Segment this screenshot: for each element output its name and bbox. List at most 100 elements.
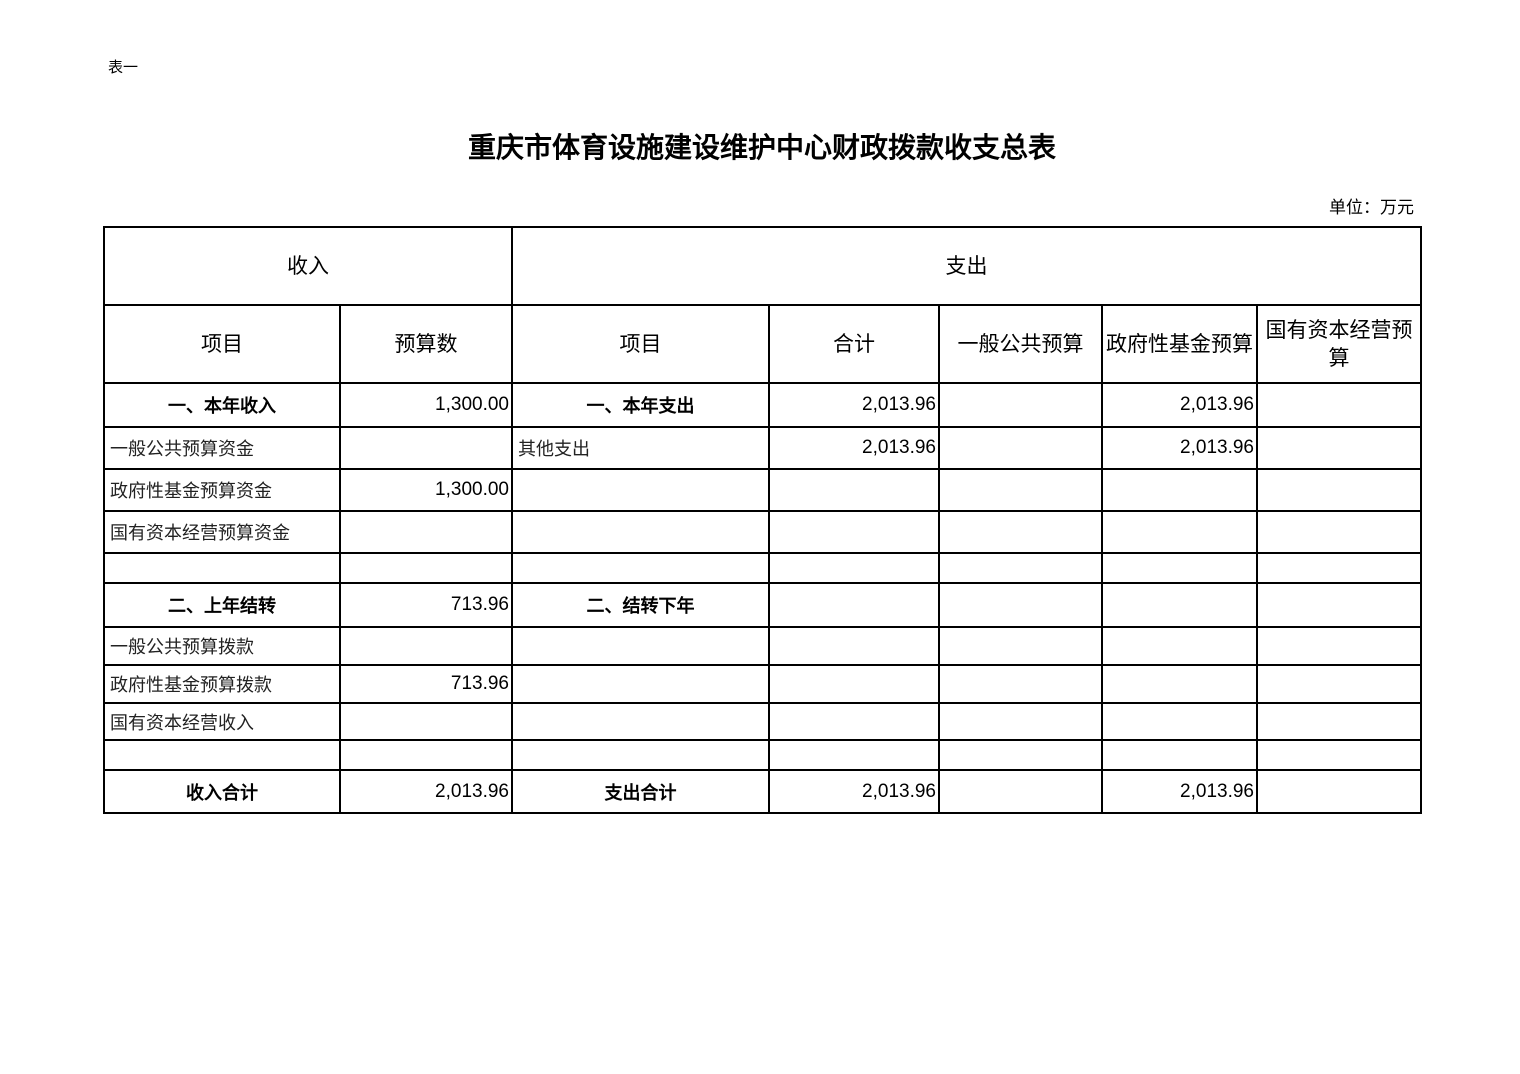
value-cell: 2,013.96 <box>1101 769 1258 814</box>
expense-header: 支出 <box>510 226 1423 306</box>
col-income-budget: 预算数 <box>339 304 513 384</box>
value-cell <box>938 582 1103 628</box>
column-header-row: 项目 预算数 项目 合计 一般公共预算 政府性基金预算 国有资本经营预算 <box>103 304 1423 384</box>
row-label-cell <box>511 468 770 512</box>
table-row: 政府性基金预算拨款 713.96 <box>103 664 1423 704</box>
value-cell <box>1255 552 1423 584</box>
row-label-cell: 一、本年收入 <box>103 382 341 428</box>
row-label-cell <box>511 702 770 741</box>
value-cell: 713.96 <box>339 664 513 704</box>
col-expense-item: 项目 <box>511 304 770 384</box>
value-cell: 2,013.96 <box>768 769 940 814</box>
value-cell <box>938 426 1103 470</box>
value-cell <box>1255 769 1423 814</box>
value-cell <box>339 739 513 771</box>
budget-table: 收入 支出 项目 预算数 项目 合计 一般公共预算 政府性基金预算 国有资本经营… <box>103 226 1423 814</box>
value-cell <box>1101 510 1258 554</box>
row-label-cell: 一般公共预算拨款 <box>103 626 341 666</box>
table-row: 政府性基金预算资金 1,300.00 <box>103 468 1423 512</box>
value-cell: 2,013.96 <box>768 426 940 470</box>
value-cell <box>768 552 940 584</box>
value-cell <box>1101 552 1258 584</box>
value-cell <box>1255 702 1423 741</box>
table-row: 一般公共预算资金 其他支出 2,013.96 2,013.96 <box>103 426 1423 470</box>
row-label-cell: 国有资本经营收入 <box>103 702 341 741</box>
value-cell <box>768 510 940 554</box>
value-cell <box>938 382 1103 428</box>
unit-label: 单位：万元 <box>1329 198 1414 218</box>
value-cell <box>938 664 1103 704</box>
row-label-cell <box>103 739 341 771</box>
value-cell: 1,300.00 <box>339 382 513 428</box>
value-cell <box>768 664 940 704</box>
value-cell <box>1101 626 1258 666</box>
col-general-budget: 一般公共预算 <box>938 304 1103 384</box>
value-cell <box>938 468 1103 512</box>
value-cell: 2,013.96 <box>1101 382 1258 428</box>
value-cell <box>938 510 1103 554</box>
value-cell <box>1255 382 1423 428</box>
value-cell <box>768 582 940 628</box>
value-cell <box>339 510 513 554</box>
row-label-cell: 一、本年支出 <box>511 382 770 428</box>
value-cell <box>1101 664 1258 704</box>
row-label-cell <box>103 552 341 584</box>
value-cell <box>339 426 513 470</box>
value-cell <box>768 626 940 666</box>
value-cell: 1,300.00 <box>339 468 513 512</box>
value-cell <box>768 702 940 741</box>
row-label-cell: 二、结转下年 <box>511 582 770 628</box>
value-cell: 2,013.96 <box>339 769 513 814</box>
value-cell <box>938 702 1103 741</box>
value-cell <box>938 626 1103 666</box>
col-income-item: 项目 <box>103 304 341 384</box>
value-cell <box>1255 468 1423 512</box>
value-cell <box>339 552 513 584</box>
row-label-cell: 一般公共预算资金 <box>103 426 341 470</box>
value-cell <box>1255 664 1423 704</box>
row-label-cell: 支出合计 <box>511 769 770 814</box>
col-gov-fund-budget: 政府性基金预算 <box>1101 304 1258 384</box>
value-cell: 2,013.96 <box>768 382 940 428</box>
value-cell: 713.96 <box>339 582 513 628</box>
row-label-cell <box>511 552 770 584</box>
value-cell <box>938 739 1103 771</box>
value-cell <box>1255 626 1423 666</box>
table-tag: 表一 <box>108 58 139 76</box>
col-state-capital-budget: 国有资本经营预算 <box>1255 304 1423 384</box>
value-cell <box>1255 510 1423 554</box>
table-row: 二、上年结转 713.96 二、结转下年 <box>103 582 1423 628</box>
table-row: 一、本年收入 1,300.00 一、本年支出 2,013.96 2,013.96 <box>103 382 1423 428</box>
table-row: 一般公共预算拨款 <box>103 626 1423 666</box>
value-cell <box>1101 739 1258 771</box>
income-header: 收入 <box>103 226 513 306</box>
group-header-row: 收入 支出 <box>103 226 1423 306</box>
value-cell <box>1101 702 1258 741</box>
value-cell <box>1255 739 1423 771</box>
value-cell <box>1255 426 1423 470</box>
row-label-cell: 其他支出 <box>511 426 770 470</box>
value-cell <box>768 739 940 771</box>
table-row: 收入合计 2,013.96 支出合计 2,013.96 2,013.96 <box>103 769 1423 814</box>
page-title: 重庆市体育设施建设维护中心财政拨款收支总表 <box>467 131 1056 164</box>
row-label-cell <box>511 626 770 666</box>
value-cell <box>1101 468 1258 512</box>
table-row: 国有资本经营预算资金 <box>103 510 1423 554</box>
value-cell <box>938 552 1103 584</box>
row-label-cell: 政府性基金预算资金 <box>103 468 341 512</box>
value-cell <box>938 769 1103 814</box>
value-cell: 2,013.96 <box>1101 426 1258 470</box>
col-total: 合计 <box>768 304 940 384</box>
value-cell <box>1101 582 1258 628</box>
row-label-cell: 收入合计 <box>103 769 341 814</box>
row-label-cell: 政府性基金预算拨款 <box>103 664 341 704</box>
row-label-cell <box>511 664 770 704</box>
value-cell <box>1255 582 1423 628</box>
value-cell <box>339 702 513 741</box>
row-label-cell: 二、上年结转 <box>103 582 341 628</box>
value-cell <box>339 626 513 666</box>
table-row <box>103 552 1423 584</box>
row-label-cell <box>511 510 770 554</box>
row-label-cell: 国有资本经营预算资金 <box>103 510 341 554</box>
table-row <box>103 739 1423 771</box>
